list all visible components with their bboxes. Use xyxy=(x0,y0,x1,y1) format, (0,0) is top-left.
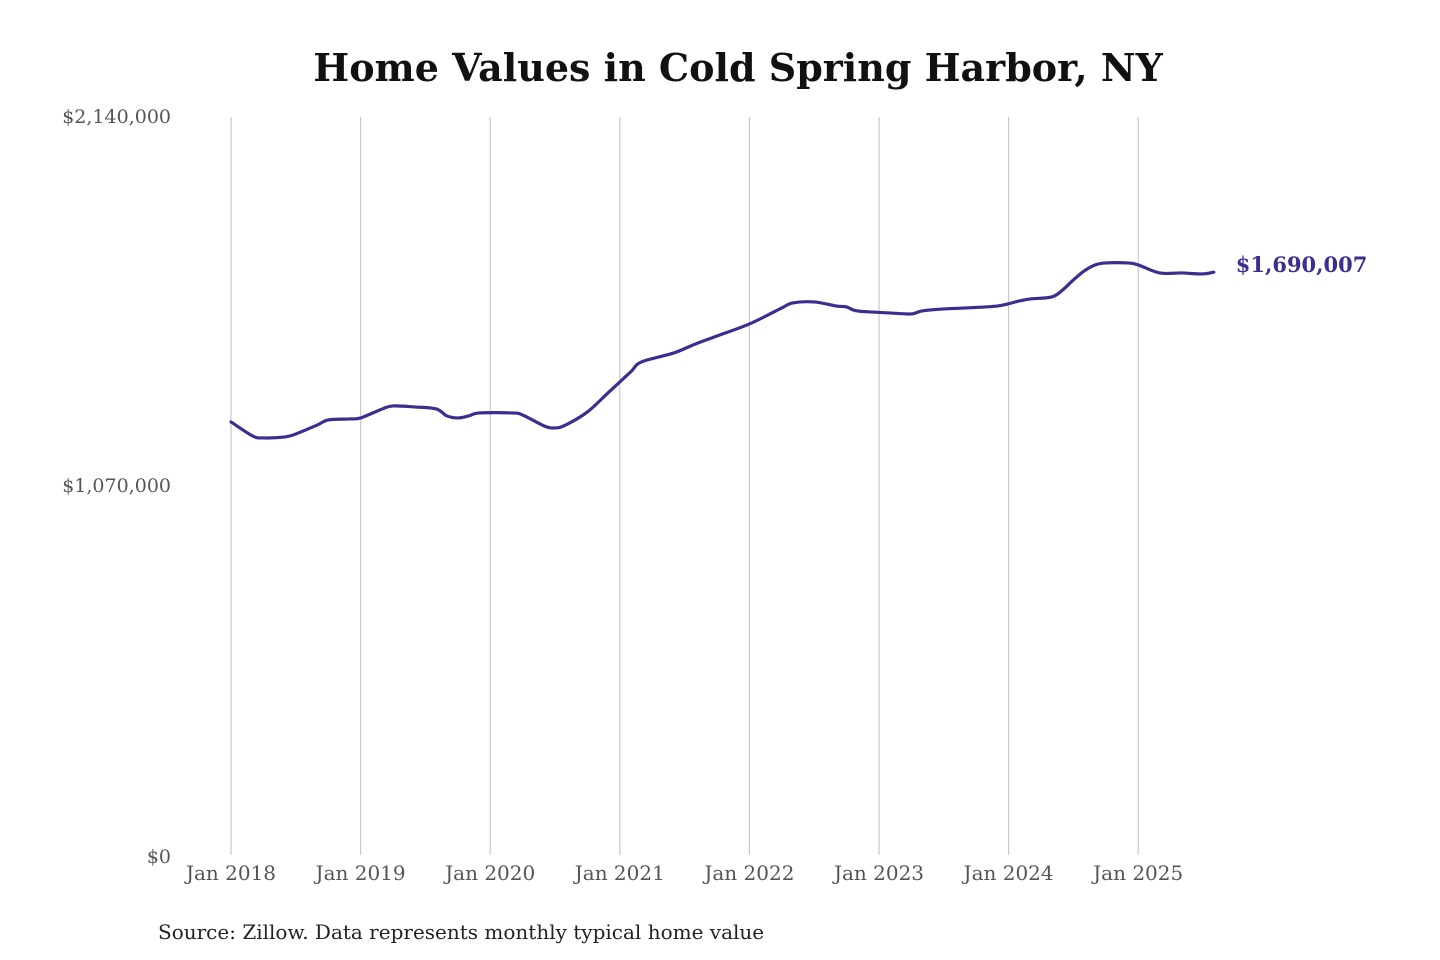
series-line xyxy=(229,261,1216,440)
y-axis: $0 $1,070,000 $2,140,000 xyxy=(62,106,171,868)
x-tick-label: Jan 2023 xyxy=(832,861,924,885)
y-tick-label: $0 xyxy=(147,846,171,868)
x-tick-label: Jan 2024 xyxy=(962,861,1054,885)
x-tick-label: Jan 2022 xyxy=(702,861,794,885)
y-tick-label: $1,070,000 xyxy=(62,475,171,497)
x-axis: Jan 2018 Jan 2019 Jan 2020 Jan 2021 Jan 2022… xyxy=(184,861,1183,885)
x-tick-label: Jan 2020 xyxy=(443,861,535,885)
x-tick-label: Jan 2021 xyxy=(573,861,665,885)
gridlines xyxy=(230,117,1139,855)
x-tick-label: Jan 2019 xyxy=(314,861,406,885)
y-tick-label: $2,140,000 xyxy=(62,106,171,128)
chart-title: Home Values in Cold Spring Harbor, NY xyxy=(313,45,1163,90)
x-tick-label: Jan 2025 xyxy=(1091,861,1183,885)
x-tick-label: Jan 2018 xyxy=(184,861,276,885)
source-note: Source: Zillow. Data represents monthly … xyxy=(158,920,764,944)
end-value-label: $1,690,007 xyxy=(1236,252,1368,277)
